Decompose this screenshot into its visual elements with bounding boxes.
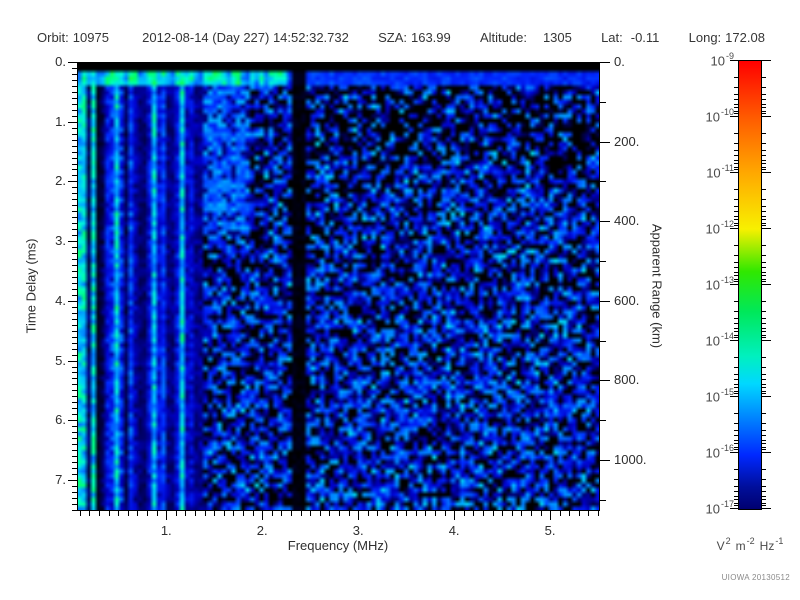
lat-field: Lat: -0.11 bbox=[601, 30, 659, 45]
sza-value: 163.99 bbox=[410, 30, 451, 45]
unit-term: m-2 bbox=[735, 536, 755, 553]
datetime-value: 2012-08-14 (Day 227) 14:52:32.732 bbox=[142, 30, 349, 45]
altitude-field: Altitude: 1305 bbox=[480, 30, 572, 45]
sza-label: SZA: bbox=[378, 30, 407, 45]
x-tick-label: 4. bbox=[448, 523, 460, 538]
colorbar-tick-label: 10-14 bbox=[705, 331, 734, 349]
colorbar-units: V2 m-2 Hz-1 bbox=[690, 536, 800, 553]
orbit-value: 10975 bbox=[72, 30, 109, 45]
y-left-tick-label: 7. bbox=[55, 471, 66, 487]
unit-term: V2 bbox=[716, 536, 731, 553]
datetime-field: 2012-08-14 (Day 227) 14:52:32.732 bbox=[138, 30, 349, 45]
orbit-field: Orbit: 10975 bbox=[37, 30, 109, 45]
y-right-tick-label: 600. bbox=[614, 292, 640, 308]
x-axis-title: Frequency (MHz) bbox=[287, 538, 389, 553]
colorbar-tick-label: 10-13 bbox=[705, 275, 734, 293]
y-right-tick-label: 400. bbox=[614, 213, 640, 229]
y-left-tick-label: 6. bbox=[55, 412, 66, 428]
credit-text: UIOWA 20130512 bbox=[721, 573, 790, 582]
x-tick-label: 3. bbox=[352, 523, 364, 538]
y-right-tick-label: 800. bbox=[614, 372, 640, 388]
altitude-label: Altitude: bbox=[479, 30, 527, 45]
lat-label: Lat: bbox=[601, 30, 623, 45]
colorbar-tick-label: 10-10 bbox=[705, 107, 734, 125]
long-value: 172.08 bbox=[725, 30, 765, 45]
x-tick-label: 5. bbox=[544, 523, 556, 538]
unit-term: Hz-1 bbox=[759, 536, 784, 553]
lat-value: -0.11 bbox=[630, 30, 660, 45]
x-tick-label: 1. bbox=[160, 523, 172, 538]
y-left-tick-label: 5. bbox=[55, 352, 66, 368]
colorbar bbox=[738, 60, 762, 510]
spectrogram-canvas bbox=[77, 62, 600, 511]
long-field: Long: 172.08 bbox=[689, 30, 765, 45]
sza-field: SZA: 163.99 bbox=[378, 30, 451, 45]
y-left-tick-label: 0. bbox=[55, 54, 66, 69]
y-left-tick-label: 2. bbox=[55, 173, 66, 189]
colorbar-tick-label: 10-9 bbox=[710, 51, 734, 69]
colorbar-tick-label: 10-12 bbox=[705, 219, 734, 237]
orbit-label: Orbit: bbox=[37, 30, 69, 45]
colorbar-tick-label: 10-16 bbox=[705, 443, 734, 461]
y-axis-title-left: Time Delay (ms) bbox=[23, 238, 39, 334]
header-info: Orbit: 10975 2012-08-14 (Day 227) 14:52:3… bbox=[37, 30, 765, 45]
x-tick-label: 2. bbox=[256, 523, 268, 538]
long-label: Long: bbox=[688, 30, 722, 45]
y-right-tick-label: 1000. bbox=[614, 452, 647, 468]
y-left-tick-label: 1. bbox=[55, 113, 66, 129]
y-right-tick-label: 200. bbox=[614, 133, 640, 149]
altitude-value: 1305 bbox=[542, 30, 572, 45]
colorbar-tick-label: 10-15 bbox=[705, 387, 734, 405]
colorbar-tick-label: 10-17 bbox=[705, 499, 734, 517]
y-right-tick-label: 0. bbox=[614, 54, 625, 69]
y-axis-title-right: Apparent Range (km) bbox=[649, 223, 665, 349]
colorbar-tick-label: 10-11 bbox=[706, 163, 734, 181]
